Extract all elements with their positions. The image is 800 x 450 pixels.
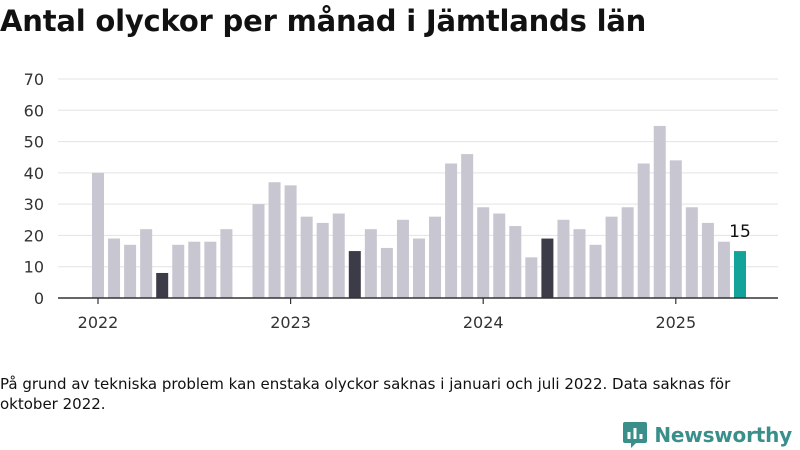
bar-2025-04 (717, 241, 730, 298)
bar-2023-06 (364, 229, 377, 298)
x-axis-ticks: 2022 2023 2024 2025 (78, 298, 696, 332)
y-tick-label: 40 (24, 164, 44, 183)
bar-2024-11 (637, 163, 650, 298)
bar-2024-05 (541, 238, 554, 298)
bar-2022-07 (188, 241, 201, 298)
bar-2023-08 (396, 219, 409, 298)
bar-2022-04 (140, 229, 153, 298)
bar-2023-04 (332, 213, 345, 298)
bar-2023-10 (429, 216, 442, 298)
data-label: 15 (729, 222, 751, 242)
bar-2023-01 (284, 185, 297, 298)
bar-2024-10 (621, 207, 634, 298)
bar-2022-06 (172, 244, 185, 298)
y-tick-label: 60 (24, 101, 44, 120)
bar-2023-02 (300, 216, 313, 298)
bar-2024-12 (653, 125, 666, 299)
grid-lines (58, 78, 778, 268)
bar-2022-03 (124, 244, 137, 298)
bar-2025-03 (701, 222, 714, 298)
bar-2022-09 (220, 229, 233, 298)
x-tick-label: 2023 (270, 313, 311, 332)
bar-2024-07 (573, 229, 586, 298)
bar-2023-05 (348, 251, 361, 298)
bar-2023-11 (445, 163, 458, 298)
bar-chart: 0 10 20 30 40 50 60 70 2022 2023 2024 2025 15 (24, 70, 778, 332)
bar-2024-09 (605, 216, 618, 298)
x-tick-label: 2024 (463, 313, 504, 332)
y-tick-label: 70 (24, 70, 44, 89)
bar-2024-02 (493, 213, 506, 298)
bar-2022-11 (252, 204, 265, 298)
brand-logo: Newsworthy (622, 420, 792, 450)
x-tick-label: 2022 (78, 313, 119, 332)
bar-2024-06 (557, 219, 570, 298)
bar-2022-01 (92, 172, 104, 298)
brand-name: Newsworthy (654, 423, 792, 447)
bar-2023-09 (413, 238, 425, 298)
bar-2022-05 (156, 272, 169, 298)
y-axis-ticks: 0 10 20 30 40 50 60 70 (24, 70, 44, 308)
y-tick-label: 0 (34, 289, 44, 308)
bar-2023-03 (316, 222, 329, 298)
bar-2025-05 (734, 251, 746, 298)
bars (92, 125, 746, 299)
y-tick-label: 20 (24, 226, 44, 245)
bar-2024-01 (477, 207, 490, 298)
bar-2024-04 (525, 257, 538, 298)
bar-2025-01 (669, 160, 682, 298)
data-labels: 15 (729, 222, 751, 242)
page-title: Antal olyckor per månad i Jämtlands län (0, 4, 647, 38)
bar-2024-03 (509, 226, 522, 298)
newsworthy-logo-icon (623, 422, 648, 448)
footnote: På grund av tekniska problem kan enstaka… (0, 375, 731, 413)
bar-2025-02 (685, 207, 698, 298)
bar-2022-02 (108, 238, 121, 298)
bar-2022-12 (268, 182, 281, 298)
y-tick-label: 50 (24, 133, 44, 152)
bar-2023-12 (461, 154, 474, 298)
y-tick-label: 10 (24, 258, 44, 277)
bar-2023-07 (380, 247, 393, 298)
x-tick-label: 2025 (655, 313, 696, 332)
bar-2024-08 (589, 244, 602, 298)
y-tick-label: 30 (24, 195, 44, 214)
bar-2022-08 (204, 241, 217, 298)
